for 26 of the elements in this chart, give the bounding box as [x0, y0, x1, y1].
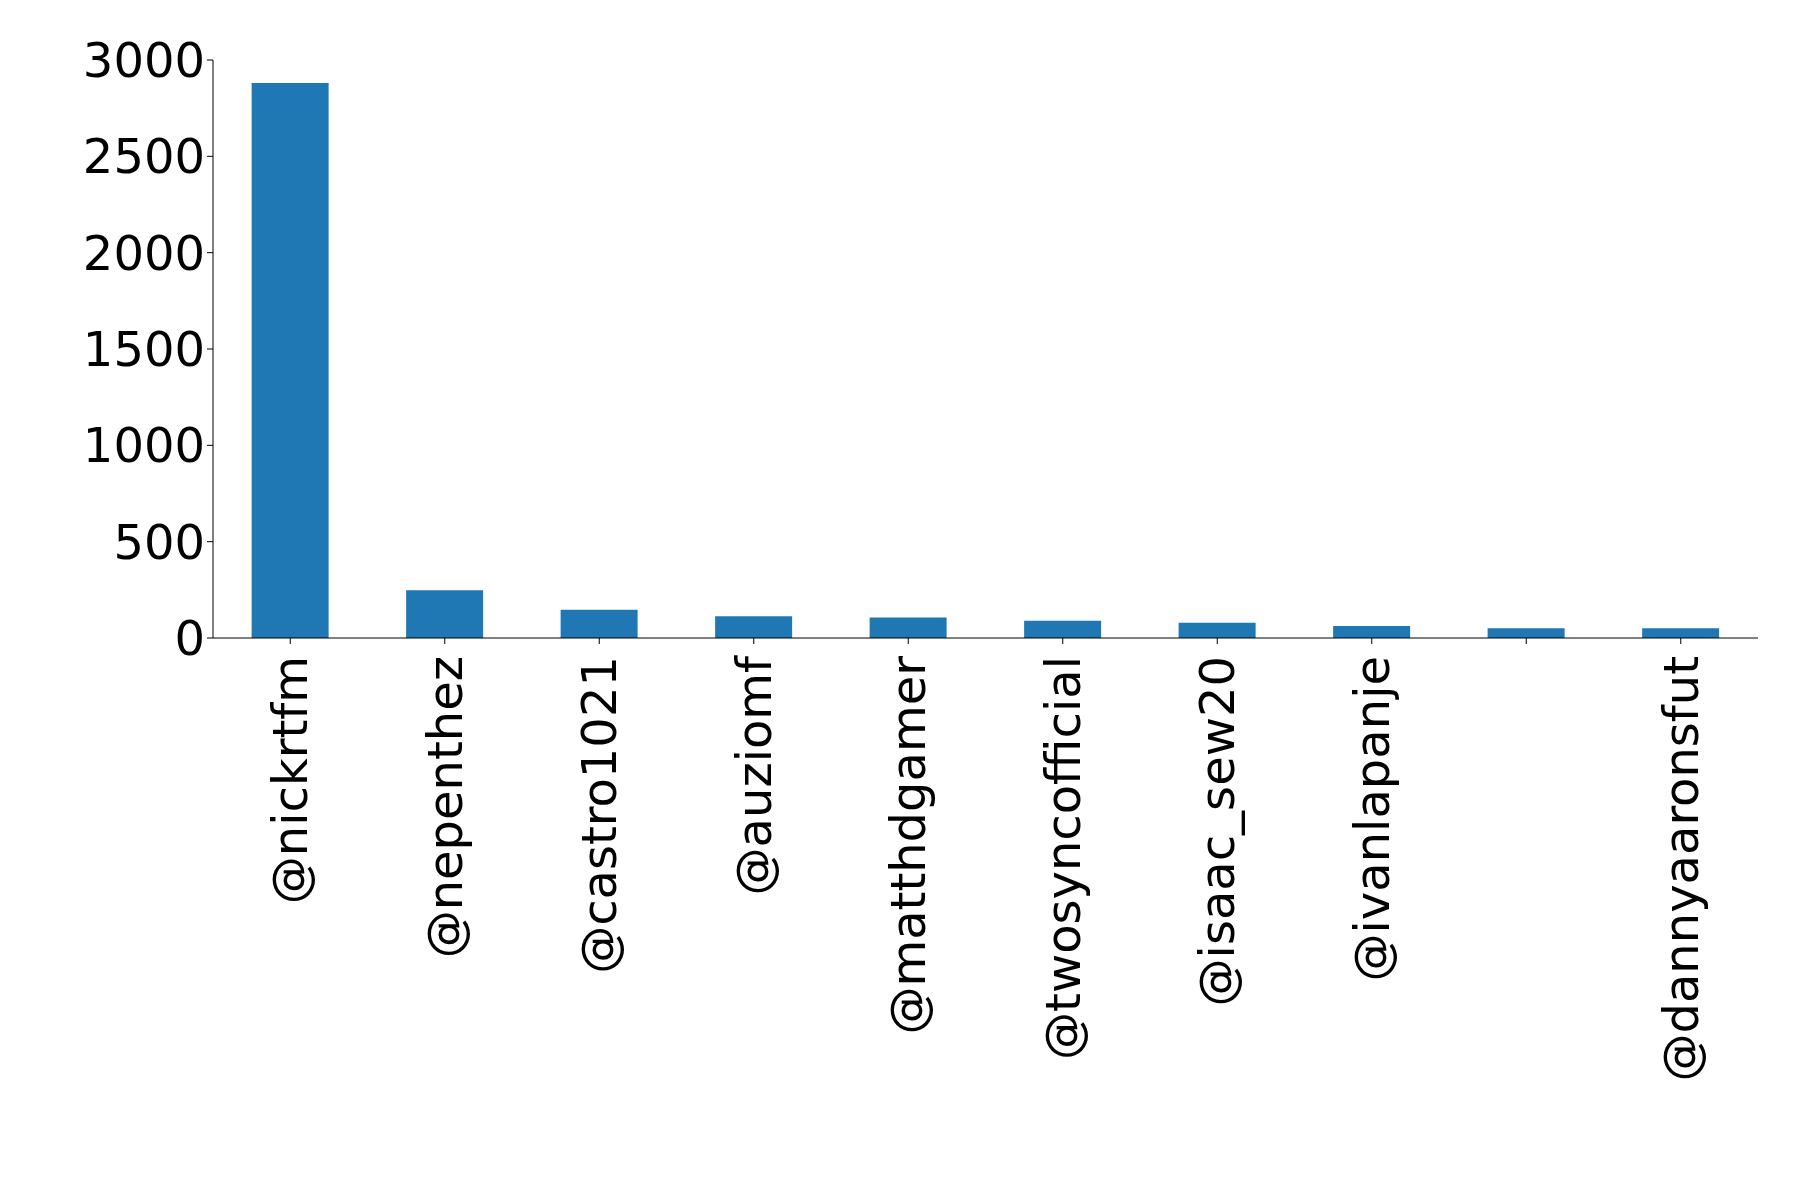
x-tick-label: @nepenthez — [416, 656, 473, 959]
bar — [1178, 622, 1256, 638]
x-tick-label: @dannyaaronsfut — [1652, 656, 1709, 1082]
y-tick-label: 3000 — [82, 32, 205, 89]
bar — [1024, 620, 1102, 638]
y-tick-label: 0 — [174, 610, 205, 667]
bar — [1333, 626, 1411, 638]
bar — [715, 616, 793, 638]
bar — [406, 590, 484, 638]
x-tick-label: @ivanlapanje — [1343, 656, 1400, 982]
y-tick-label: 2500 — [82, 128, 205, 185]
x-tick-label: @auziomf — [725, 654, 782, 896]
y-tick-label: 500 — [113, 513, 205, 570]
bar — [869, 617, 947, 638]
bar — [560, 609, 638, 638]
y-tick-label: 1500 — [82, 321, 205, 378]
bar — [1487, 628, 1565, 638]
y-tick-label: 1000 — [82, 417, 205, 474]
y-tick-label: 2000 — [82, 224, 205, 281]
x-tick-label: @castro1021 — [571, 656, 628, 974]
x-tick-label: @isaac_sew20 — [1189, 656, 1246, 1007]
x-tick-label: @nickrtfm — [262, 656, 319, 905]
bar — [1642, 628, 1720, 638]
x-tick-label: @matthdgamer — [880, 655, 937, 1035]
x-tick-label: @twosyncofficial — [1034, 656, 1091, 1060]
bar — [251, 83, 329, 638]
